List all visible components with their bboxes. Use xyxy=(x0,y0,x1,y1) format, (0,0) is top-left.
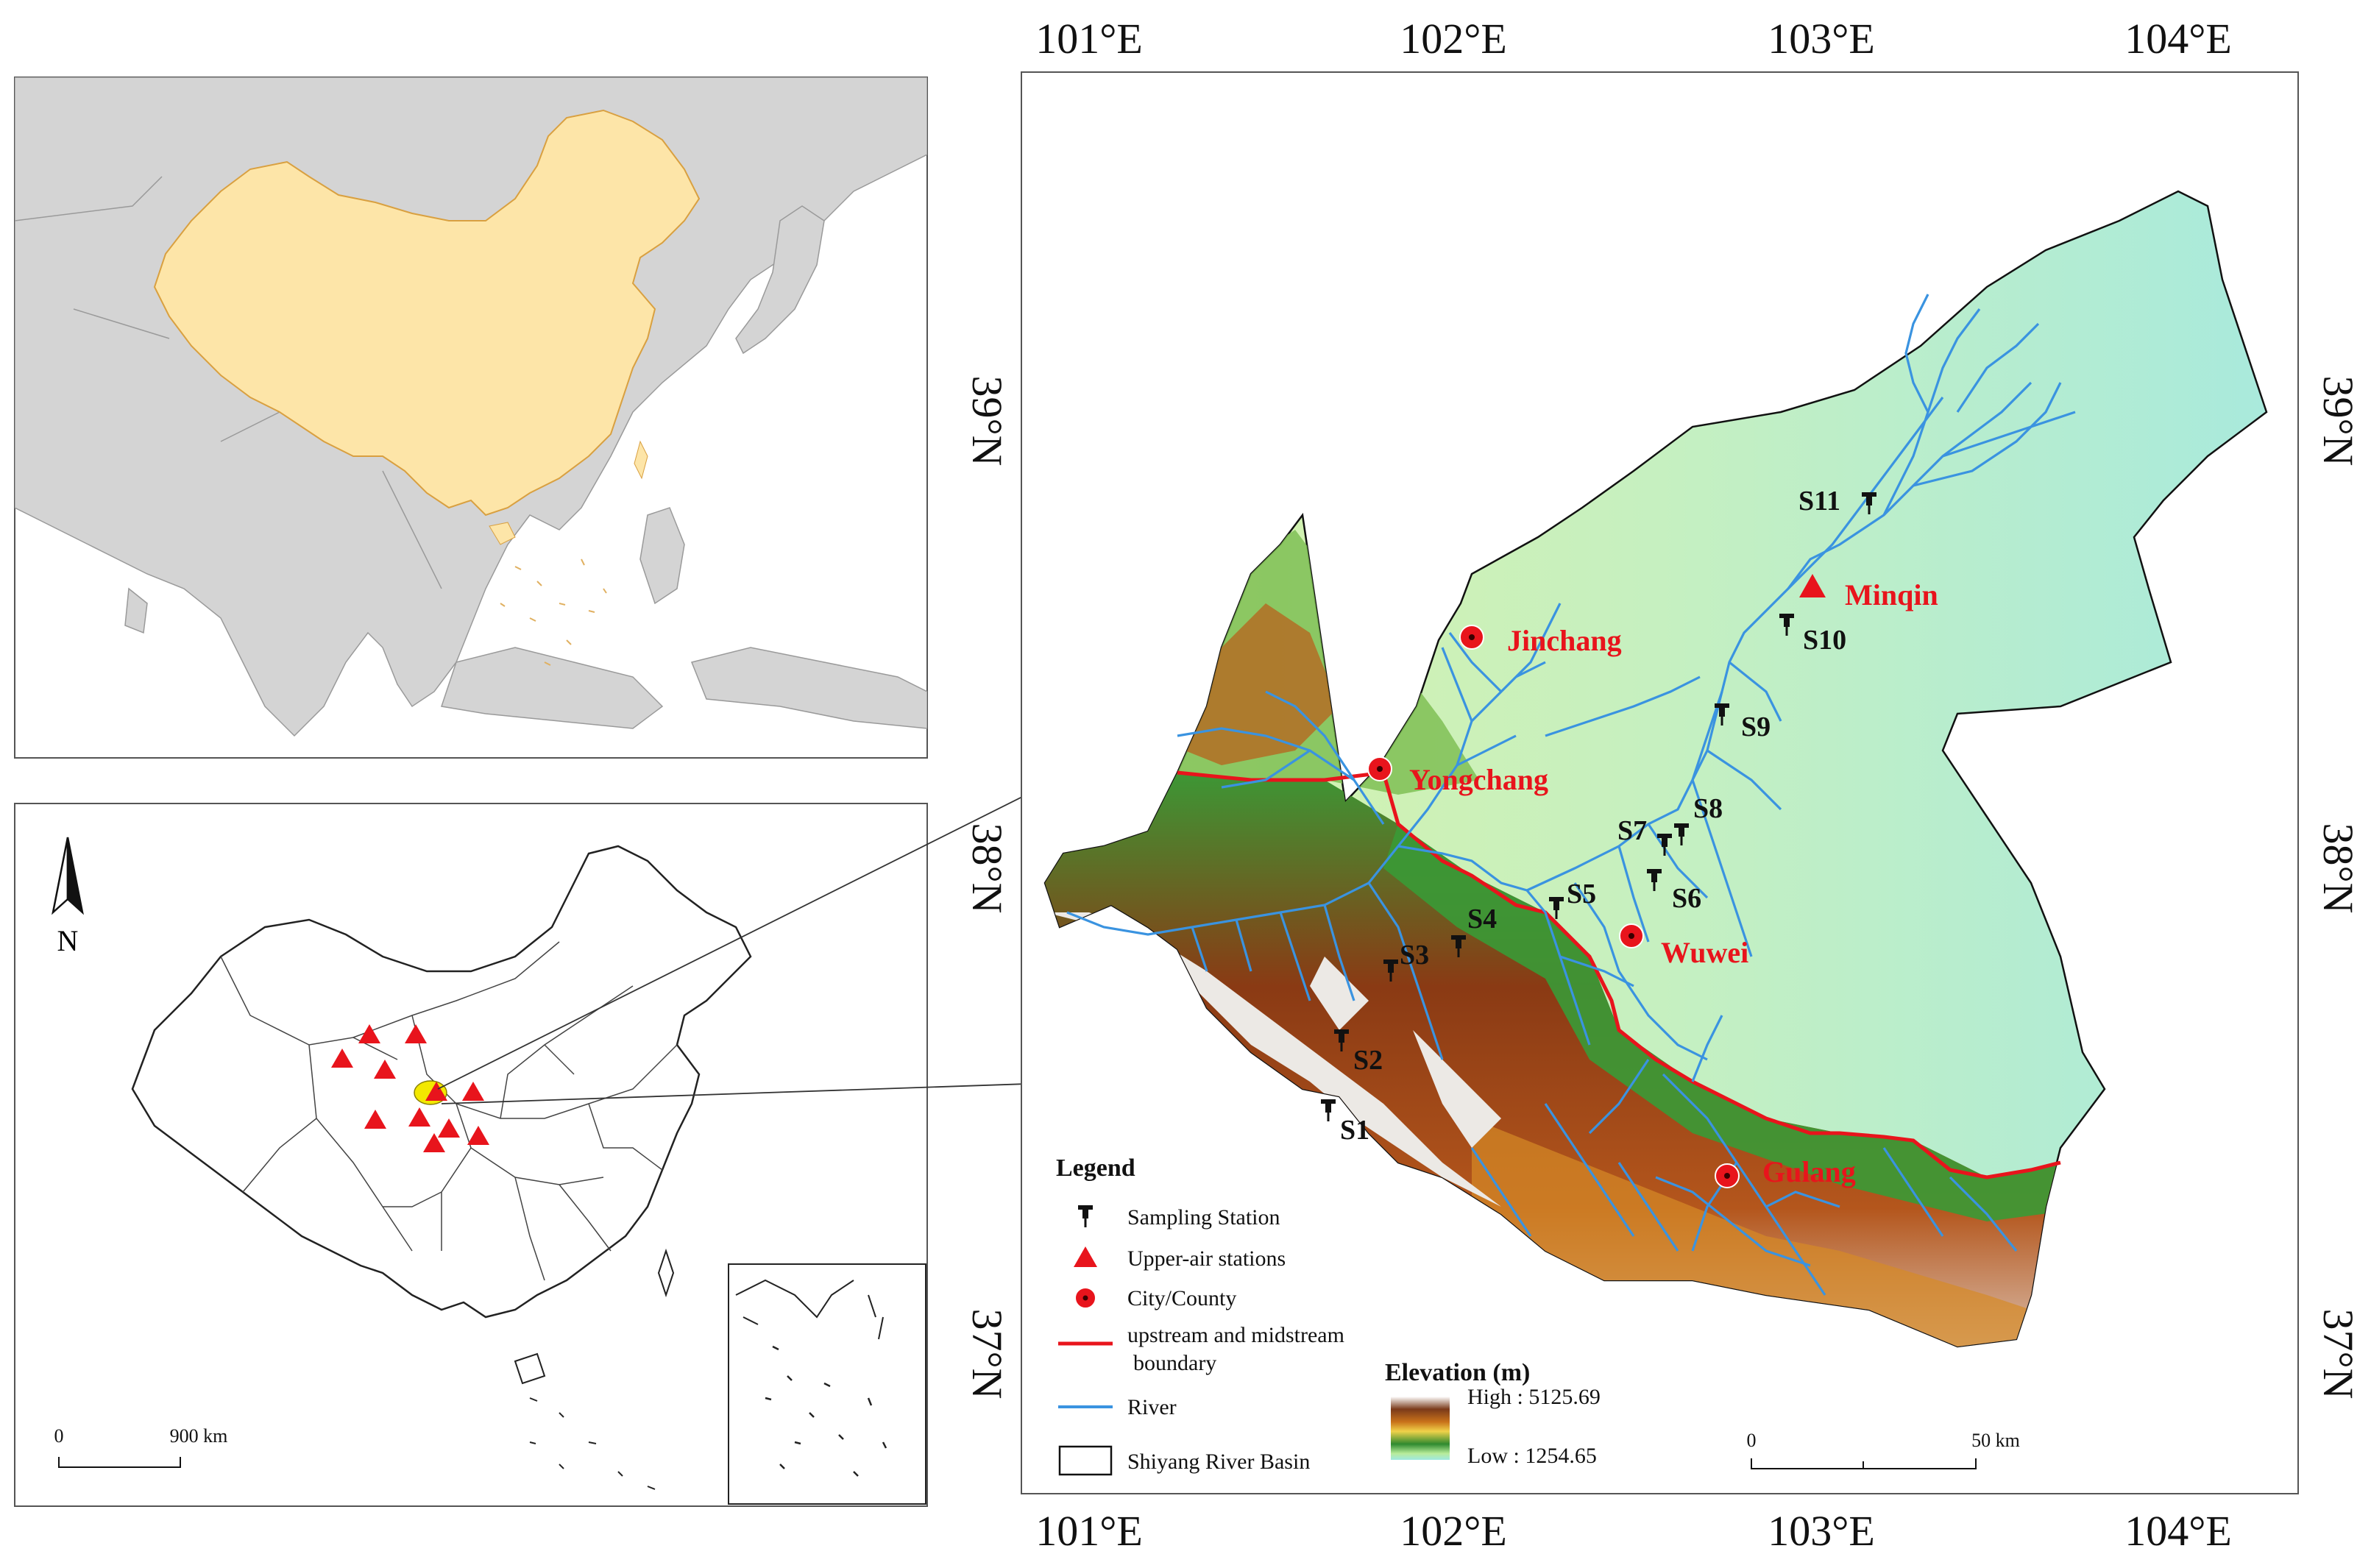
station-s11: S11 xyxy=(1798,486,1876,517)
lat-tick-39-left: 39°N xyxy=(963,375,1011,466)
lon-ticks-top: 101°E 102°E 103°E 104°E xyxy=(1035,15,2232,63)
legend-label-boundary-2: boundary xyxy=(1133,1351,1216,1375)
station-s9: S9 xyxy=(1715,703,1771,742)
legend-label-boundary-1: upstream and midstream xyxy=(1127,1323,1344,1347)
china-scale-zero: 0 xyxy=(54,1425,64,1447)
station-label-s9: S9 xyxy=(1741,712,1771,742)
city-label-yongchang: Yongchang xyxy=(1409,763,1548,796)
city-label-jinchang: Jinchang xyxy=(1507,624,1622,657)
lat-ticks-right: 39°N 38°N 37°N xyxy=(2314,375,2362,1399)
main-map: 101°E 102°E 103°E 104°E 101°E 102°E 103°… xyxy=(963,15,2362,1555)
snow-peaks xyxy=(1045,912,1501,1207)
north-arrow: N xyxy=(52,837,84,957)
lat-tick-39-right: 39°N xyxy=(2314,375,2362,466)
station-s7: S7 xyxy=(1617,815,1672,856)
elevation-high: High : 5125.69 xyxy=(1467,1385,1601,1409)
main-scale-dist: 50 km xyxy=(1971,1430,2020,1451)
city-label-gulang: Gulang xyxy=(1762,1155,1856,1188)
south-china-sea-inset xyxy=(728,1263,926,1505)
city-label-wuwei: Wuwei xyxy=(1661,936,1748,969)
lon-ticks-bottom: 101°E 102°E 103°E 104°E xyxy=(1035,1507,2232,1555)
lon-tick-104-top: 104°E xyxy=(2124,15,2232,63)
north-label: N xyxy=(57,924,79,957)
station-s5: S5 xyxy=(1549,879,1596,919)
main-scale-bar: 0 50 km xyxy=(1747,1430,2020,1469)
lat-tick-37-left: 37°N xyxy=(963,1308,1011,1399)
china-islands xyxy=(529,1397,656,1490)
china-map: N 0 900 km xyxy=(14,803,928,1507)
station-label-s7: S7 xyxy=(1617,815,1647,846)
upper-air-stations-china xyxy=(331,1024,489,1152)
cities: Jinchang Yongchang Wuwei Gulang Minqin xyxy=(1367,574,1938,1188)
station-label-s6: S6 xyxy=(1672,883,1701,914)
legend-item-sampling: Sampling Station xyxy=(1078,1205,1280,1230)
lat-ticks-left: 39°N 38°N 37°N xyxy=(963,375,1011,1399)
legend-item-upper-air: Upper-air stations xyxy=(1074,1246,1286,1271)
lat-tick-38-left: 38°N xyxy=(963,823,1011,913)
legend-item-city: City/County xyxy=(1074,1286,1236,1310)
station-s4: S4 xyxy=(1451,904,1497,957)
main-scale-zero: 0 xyxy=(1747,1430,1757,1451)
legend-label-river: River xyxy=(1127,1395,1177,1419)
china-scale-bar: 0 900 km xyxy=(54,1425,228,1468)
sampling-stations: S1 S2 S3 S4 S5 S6 xyxy=(1321,486,1876,1146)
station-label-s3: S3 xyxy=(1400,940,1429,971)
legend-label-city: City/County xyxy=(1127,1286,1236,1310)
china-outline xyxy=(131,845,752,1319)
legend-label-sampling: Sampling Station xyxy=(1127,1205,1280,1230)
china-scale-dist: 900 km xyxy=(170,1425,228,1447)
station-s3: S3 xyxy=(1383,940,1429,982)
lat-tick-38-right: 38°N xyxy=(2314,823,2362,913)
lon-tick-101-top: 101°E xyxy=(1035,15,1143,63)
legend-item-river: River xyxy=(1058,1395,1177,1419)
station-label-s1: S1 xyxy=(1340,1115,1369,1146)
lat-tick-37-right: 37°N xyxy=(2314,1308,2362,1399)
lon-tick-102-top: 102°E xyxy=(1400,15,1507,63)
elevation-low: Low : 1254.65 xyxy=(1467,1444,1597,1468)
rivers xyxy=(1066,294,2076,1296)
station-label-s5: S5 xyxy=(1567,879,1596,909)
asia-inset-map xyxy=(14,77,928,759)
lon-tick-102-bottom: 102°E xyxy=(1400,1507,1507,1555)
station-s8: S8 xyxy=(1674,793,1723,845)
lon-tick-103-bottom: 103°E xyxy=(1768,1507,1875,1555)
legend-label-basin: Shiyang River Basin xyxy=(1127,1450,1310,1474)
elevation-legend: Elevation (m) High : 5125.69 Low : 1254.… xyxy=(1385,1359,1601,1468)
legend: Legend Sampling Station Upper-air statio… xyxy=(1056,1154,1344,1476)
station-s6: S6 xyxy=(1647,869,1701,914)
legend-item-boundary: upstream and midstream boundary xyxy=(1058,1323,1344,1375)
legend-label-upper-air: Upper-air stations xyxy=(1127,1246,1286,1271)
city-gulang: Gulang xyxy=(1715,1155,1856,1188)
japan-island xyxy=(735,205,825,355)
station-s2: S2 xyxy=(1334,1029,1383,1076)
city-wuwei: Wuwei xyxy=(1619,923,1748,969)
elevation-color-ramp xyxy=(1391,1397,1450,1460)
province-borders xyxy=(220,941,678,1281)
station-label-s8: S8 xyxy=(1693,793,1723,824)
legend-item-basin: Shiyang River Basin xyxy=(1058,1445,1310,1476)
station-label-s2: S2 xyxy=(1353,1045,1383,1076)
city-label-minqin: Minqin xyxy=(1845,578,1938,611)
station-s10: S10 xyxy=(1779,614,1846,656)
city-jinchang: Jinchang xyxy=(1459,624,1622,657)
scs-islands xyxy=(500,558,607,666)
city-minqin: Minqin xyxy=(1799,574,1938,611)
station-label-s10: S10 xyxy=(1803,625,1846,656)
china-highlight xyxy=(153,109,701,517)
lon-tick-104-bottom: 104°E xyxy=(2124,1507,2232,1555)
city-yongchang: Yongchang xyxy=(1367,756,1548,796)
upstream-midstream-boundary xyxy=(1177,770,2061,1179)
elevation-title: Elevation (m) xyxy=(1385,1359,1530,1386)
lon-tick-103-top: 103°E xyxy=(1768,15,1875,63)
station-label-s4: S4 xyxy=(1467,904,1497,934)
legend-title: Legend xyxy=(1056,1154,1135,1182)
station-s1: S1 xyxy=(1321,1099,1369,1146)
lon-tick-101-bottom: 101°E xyxy=(1035,1507,1143,1555)
station-label-s11: S11 xyxy=(1798,486,1840,517)
